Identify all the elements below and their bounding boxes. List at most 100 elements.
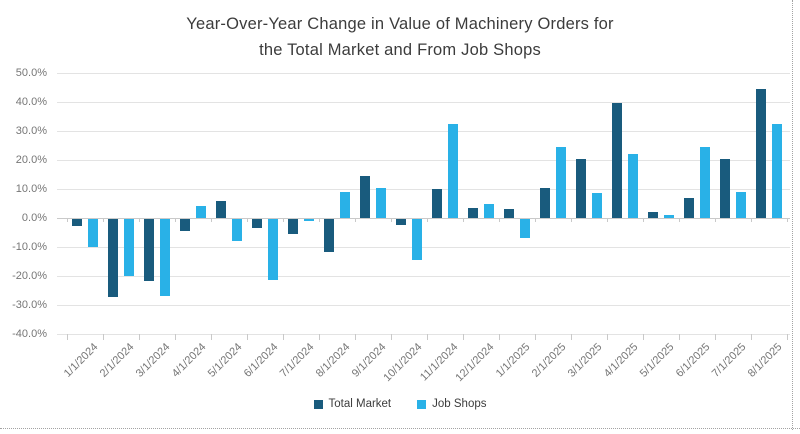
- axis-tickmark: [643, 218, 644, 222]
- x-axis-label: 1/1/2024: [61, 341, 101, 380]
- x-axis-label: 3/1/2025: [565, 341, 605, 380]
- axis-tickmark: [535, 218, 536, 222]
- bar-total-market: [720, 158, 730, 218]
- bar-total-market: [396, 219, 406, 225]
- gridline: [57, 102, 790, 103]
- axis-tickmark: [319, 334, 320, 340]
- y-axis-tick-label: -40.0%: [12, 328, 47, 340]
- bar-job-shops: [700, 146, 710, 218]
- bar-total-market: [324, 219, 334, 253]
- bar-job-shops: [520, 219, 530, 238]
- axis-tickmark: [391, 334, 392, 340]
- bar-total-market: [468, 207, 478, 218]
- x-axis-label: 7/1/2024: [277, 341, 317, 380]
- zero-axis-line: [57, 218, 790, 219]
- chart-title-line1: Year-Over-Year Change in Value of Machin…: [186, 15, 614, 33]
- axis-tickmark: [571, 218, 572, 222]
- bar-job-shops: [448, 123, 458, 218]
- bar-total-market: [432, 189, 442, 218]
- axis-tickmark: [139, 218, 140, 222]
- selection-border-right: [792, 0, 793, 430]
- bar-total-market: [180, 219, 190, 231]
- bar-job-shops: [556, 146, 566, 218]
- y-axis-tick-label: 40.0%: [15, 96, 47, 108]
- axis-tickmark: [283, 334, 284, 340]
- axis-tickmark: [535, 334, 536, 340]
- axis-tickmark: [355, 334, 356, 340]
- axis-tickmark: [751, 334, 752, 340]
- axis-tickmark: [211, 218, 212, 222]
- axis-tickmark: [787, 218, 788, 222]
- bar-total-market: [360, 175, 370, 218]
- axis-tickmark: [751, 218, 752, 222]
- bar-total-market: [144, 219, 154, 282]
- bar-job-shops: [88, 219, 98, 247]
- bar-job-shops: [664, 215, 674, 218]
- bar-job-shops: [268, 219, 278, 280]
- x-axis-label: 2/1/2025: [529, 341, 569, 380]
- legend-item-total-market: Total Market: [313, 398, 392, 410]
- axis-tickmark: [283, 218, 284, 222]
- axis-tickmark: [607, 334, 608, 340]
- x-axis-label: 4/1/2024: [169, 341, 209, 380]
- gridline: [57, 334, 790, 335]
- bar-total-market: [612, 103, 622, 218]
- axis-tickmark: [391, 218, 392, 222]
- axis-tickmark: [571, 334, 572, 340]
- axis-tickmark: [463, 334, 464, 340]
- bar-job-shops: [736, 191, 746, 218]
- bar-total-market: [504, 209, 514, 218]
- axis-tickmark: [715, 218, 716, 222]
- y-axis-tick-label: 0.0%: [21, 212, 47, 224]
- bar-total-market: [252, 219, 262, 228]
- selection-border-bottom: [0, 428, 800, 429]
- bar-total-market: [108, 219, 118, 298]
- bar-total-market: [756, 88, 766, 218]
- bar-job-shops: [304, 219, 314, 221]
- y-axis-tick-label: 20.0%: [15, 154, 47, 166]
- legend-label-total-market: Total Market: [328, 398, 392, 410]
- axis-tickmark: [643, 334, 644, 340]
- job-shops-swatch-icon: [417, 399, 427, 409]
- bar-total-market: [288, 219, 298, 234]
- axis-tickmark: [499, 218, 500, 222]
- x-axis-label: 6/1/2025: [673, 341, 713, 380]
- legend-item-job-shops: Job Shops: [417, 398, 487, 410]
- y-axis-tick-label: -20.0%: [12, 270, 47, 282]
- gridline: [57, 305, 790, 306]
- axis-tickmark: [427, 334, 428, 340]
- bar-total-market: [648, 212, 658, 218]
- x-axis-label: 7/1/2025: [709, 341, 749, 380]
- axis-tickmark: [67, 334, 68, 340]
- gridline: [57, 131, 790, 132]
- bar-job-shops: [412, 219, 422, 260]
- axis-tickmark: [211, 334, 212, 340]
- axis-tickmark: [103, 334, 104, 340]
- axis-tickmark: [679, 218, 680, 222]
- x-axis-label: 10/1/2024: [381, 341, 425, 385]
- x-axis-label: 12/1/2024: [453, 341, 497, 385]
- axis-tickmark: [247, 334, 248, 340]
- axis-tickmark: [175, 218, 176, 222]
- chart-title: Year-Over-Year Change in Value of Machin…: [0, 11, 800, 64]
- bar-total-market: [72, 219, 82, 227]
- axis-tickmark: [139, 334, 140, 340]
- x-axis-label: 8/1/2025: [745, 341, 785, 380]
- x-axis-label: 2/1/2024: [97, 341, 137, 380]
- bar-job-shops: [592, 193, 602, 218]
- axis-tickmark: [247, 218, 248, 222]
- gridline: [57, 276, 790, 277]
- bar-job-shops: [628, 154, 638, 218]
- x-axis-label: 6/1/2024: [241, 341, 281, 380]
- bar-total-market: [684, 197, 694, 218]
- bar-job-shops: [196, 206, 206, 218]
- bar-job-shops: [484, 203, 494, 218]
- axis-tickmark: [355, 218, 356, 222]
- y-axis-tick-label: -30.0%: [12, 299, 47, 311]
- x-axis-label: 8/1/2024: [313, 341, 353, 380]
- bar-total-market: [540, 187, 550, 218]
- axis-tickmark: [499, 334, 500, 340]
- axis-tickmark: [319, 218, 320, 222]
